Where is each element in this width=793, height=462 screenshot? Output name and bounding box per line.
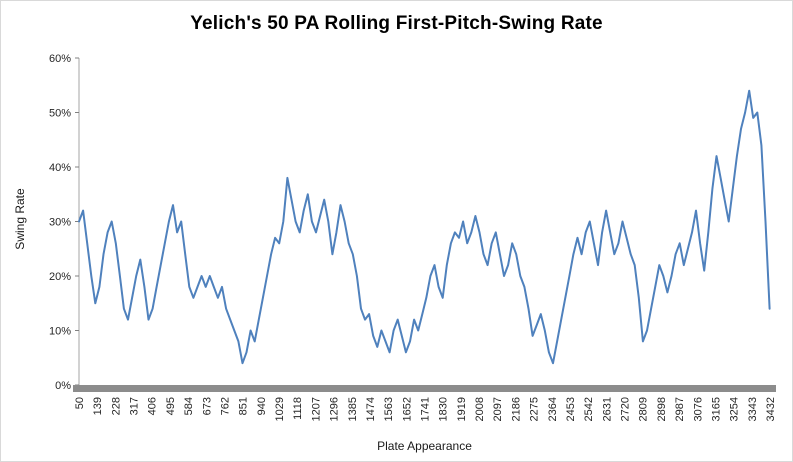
x-tick-label: 317 (129, 397, 141, 415)
x-tick-label: 1474 (365, 397, 377, 421)
x-tick-label: 1118 (292, 397, 304, 420)
y-tick-label: 30% (49, 217, 71, 229)
x-tick-label: 3165 (710, 397, 722, 421)
x-tick-label: 228 (110, 397, 122, 415)
x-tick-label: 139 (92, 397, 104, 415)
x-tick-label: 2542 (583, 397, 595, 421)
x-tick-label: 2631 (601, 397, 613, 421)
x-tick-label: 584 (183, 397, 195, 415)
x-tick-label: 1741 (420, 397, 432, 421)
x-axis-title: Plate Appearance (377, 439, 472, 453)
y-tick-label: 40% (49, 162, 71, 174)
x-tick-label: 1919 (456, 397, 468, 421)
x-tick-label: 3432 (765, 397, 777, 421)
x-tick-label: 3254 (729, 397, 741, 421)
x-tick-label: 851 (238, 397, 250, 415)
x-tick-label: 50 (74, 397, 86, 409)
x-tick-label: 2186 (510, 397, 522, 421)
chart-title: Yelich's 50 PA Rolling First-Pitch-Swing… (190, 13, 603, 34)
x-tick-label: 3343 (747, 397, 759, 421)
x-tick-label: 1029 (274, 397, 286, 421)
x-tick-label: 762 (220, 397, 232, 415)
x-tick-label: 2364 (547, 397, 559, 421)
y-tick-label: 0% (55, 380, 71, 392)
x-tick-label: 1385 (347, 397, 359, 421)
x-tick-label: 1652 (401, 397, 413, 421)
series-line (78, 89, 771, 365)
x-tick-label: 2453 (565, 397, 577, 421)
x-tick-label: 940 (256, 397, 268, 415)
y-tick-label: 60% (49, 53, 71, 65)
x-tick-label: 673 (201, 397, 213, 415)
x-tick-label: 2008 (474, 397, 486, 421)
x-tick-label: 406 (147, 397, 159, 415)
x-tick-label: 2275 (529, 397, 541, 421)
x-tick-label: 1563 (383, 397, 395, 421)
x-tick-label: 2898 (656, 397, 668, 421)
y-tick-label: 50% (49, 108, 71, 120)
x-tick-label: 1207 (310, 397, 322, 421)
y-tick-label: 10% (49, 326, 71, 338)
x-tick-label: 495 (165, 397, 177, 415)
x-tick-label: 3076 (692, 397, 704, 421)
y-tick-label: 20% (49, 271, 71, 283)
x-tick-label: 1296 (329, 397, 341, 421)
x-axis-band (73, 385, 776, 392)
x-tick-label: 2987 (674, 397, 686, 421)
x-tick-label: 2720 (620, 397, 632, 421)
x-tick-label: 2097 (492, 397, 504, 421)
x-tick-label: 2809 (638, 397, 650, 421)
x-tick-label: 1830 (438, 397, 450, 421)
